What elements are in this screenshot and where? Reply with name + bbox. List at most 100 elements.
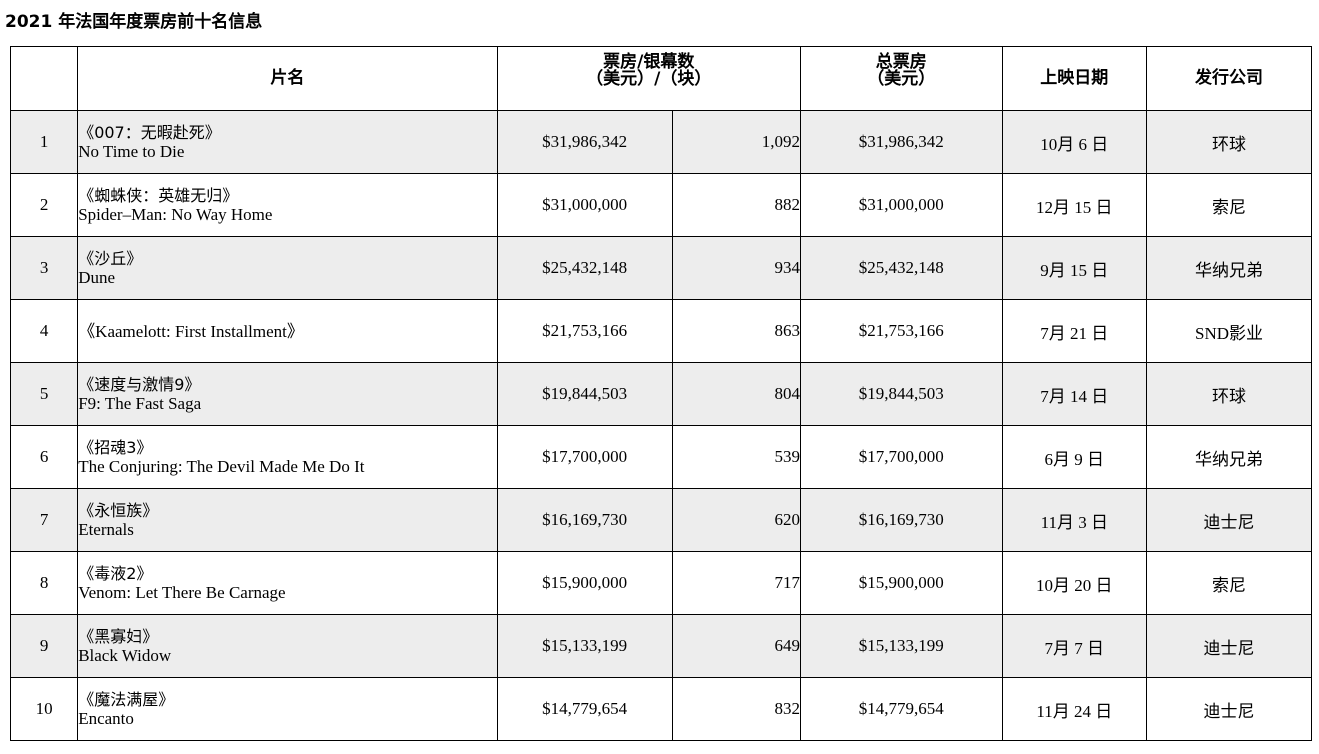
header-per-screen: 票房/银幕数 （美元）/（块）	[496, 46, 801, 111]
rank-cell: 7	[9, 488, 79, 552]
table-row: 3 《沙丘》 Dune $25,432,148 934 $25,432,148 …	[9, 236, 1312, 300]
box-office-cell: $19,844,503	[496, 362, 673, 426]
release-date-cell: 12月 15 日	[1001, 173, 1148, 237]
title-cell: 《魔法满屋》 Encanto	[77, 677, 498, 741]
rank-cell: 4	[9, 299, 79, 363]
title-zh: 《沙丘》	[78, 249, 143, 268]
rank-cell: 9	[9, 614, 79, 678]
box-office-cell: $31,000,000	[496, 173, 673, 237]
title-cell: 《永恒族》 Eternals	[77, 488, 498, 552]
total-cell: $15,133,199	[799, 614, 1003, 678]
box-office-cell: $15,133,199	[496, 614, 673, 678]
total-cell: $21,753,166	[799, 299, 1003, 363]
header-total-line1: 总票房	[875, 51, 927, 72]
screens-cell: 882	[671, 173, 801, 237]
screens-cell: 649	[671, 614, 801, 678]
box-office-cell: $21,753,166	[496, 299, 673, 363]
distributor-cell: 迪士尼	[1146, 614, 1312, 678]
total-cell: $16,169,730	[799, 488, 1003, 552]
table-row: 9 《黑寡妇》 Black Widow $15,133,199 649 $15,…	[9, 614, 1312, 678]
header-row: 片名 票房/银幕数 （美元）/（块） 总票房 （美元） 上映日期 发行公司	[9, 46, 1312, 111]
screens-cell: 934	[671, 236, 801, 300]
header-release-date: 上映日期	[1001, 46, 1148, 111]
title-en: Eternals	[78, 520, 134, 539]
table-row: 4 《Kaamelott: First Installment》 $21,753…	[9, 299, 1312, 363]
rank-cell: 3	[9, 236, 79, 300]
title-cell: 《毒液2》 Venom: Let There Be Carnage	[77, 551, 498, 615]
distributor-cell: 迪士尼	[1146, 488, 1312, 552]
distributor-cell: 迪士尼	[1146, 677, 1312, 741]
title-en: No Time to Die	[78, 142, 185, 161]
total-cell: $25,432,148	[799, 236, 1003, 300]
header-film: 片名	[77, 46, 498, 111]
title-single: 《Kaamelott: First Installment》	[78, 321, 304, 341]
total-cell: $17,700,000	[799, 425, 1003, 489]
table-row: 5 《速度与激情9》 F9: The Fast Saga $19,844,503…	[9, 362, 1312, 426]
title-zh: 《蜘蛛侠：英雄无归》	[78, 186, 239, 205]
release-date-cell: 10月 20 日	[1001, 551, 1148, 615]
total-cell: $31,000,000	[799, 173, 1003, 237]
distributor-cell: 环球	[1146, 362, 1312, 426]
title-cell: 《招魂3》 The Conjuring: The Devil Made Me D…	[77, 425, 498, 489]
title-zh: 《黑寡妇》	[78, 627, 159, 646]
distributor-cell: SND影业	[1146, 299, 1312, 363]
screens-cell: 832	[671, 677, 801, 741]
header-per-screen-line2: （美元）/（块）	[586, 68, 712, 89]
header-total: 总票房 （美元）	[799, 46, 1003, 111]
rank-cell: 1	[9, 110, 79, 174]
screens-cell: 620	[671, 488, 801, 552]
table-row: 8 《毒液2》 Venom: Let There Be Carnage $15,…	[9, 551, 1312, 615]
title-cell: 《速度与激情9》 F9: The Fast Saga	[77, 362, 498, 426]
total-cell: $15,900,000	[799, 551, 1003, 615]
title-en: Spider–Man: No Way Home	[78, 205, 273, 224]
box-office-cell: $25,432,148	[496, 236, 673, 300]
title-zh: 《魔法满屋》	[78, 690, 175, 709]
title-en: The Conjuring: The Devil Made Me Do It	[78, 457, 365, 476]
total-cell: $31,986,342	[799, 110, 1003, 174]
title-zh: 《007：无暇赴死》	[78, 123, 221, 142]
header-distributor: 发行公司	[1146, 46, 1312, 111]
rank-cell: 5	[9, 362, 79, 426]
screens-cell: 863	[671, 299, 801, 363]
title-en: Venom: Let There Be Carnage	[78, 583, 286, 602]
title-cell: 《007：无暇赴死》 No Time to Die	[77, 110, 498, 174]
title-cell: 《Kaamelott: First Installment》	[77, 299, 498, 363]
release-date-cell: 7月 21 日	[1001, 299, 1148, 363]
screens-cell: 539	[671, 425, 801, 489]
screens-cell: 804	[671, 362, 801, 426]
title-en: F9: The Fast Saga	[78, 394, 202, 413]
title-en: Encanto	[78, 709, 134, 728]
release-date-cell: 9月 15 日	[1001, 236, 1148, 300]
header-per-screen-line1: 票房/银幕数	[603, 51, 695, 72]
release-date-cell: 7月 7 日	[1001, 614, 1148, 678]
table-row: 10 《魔法满屋》 Encanto $14,779,654 832 $14,77…	[9, 677, 1312, 741]
title-en: Black Widow	[78, 646, 172, 665]
table-row: 7 《永恒族》 Eternals $16,169,730 620 $16,169…	[9, 488, 1312, 552]
distributor-cell: 索尼	[1146, 551, 1312, 615]
box-office-cell: $14,779,654	[496, 677, 673, 741]
rank-cell: 10	[9, 677, 79, 741]
distributor-cell: 华纳兄弟	[1146, 425, 1312, 489]
table-row: 6 《招魂3》 The Conjuring: The Devil Made Me…	[9, 425, 1312, 489]
total-cell: $14,779,654	[799, 677, 1003, 741]
title-en: Dune	[78, 268, 116, 287]
title-zh: 《毒液2》	[78, 564, 153, 583]
rank-cell: 6	[9, 425, 79, 489]
screens-cell: 717	[671, 551, 801, 615]
title-cell: 《沙丘》 Dune	[77, 236, 498, 300]
table-row: 2 《蜘蛛侠：英雄无归》 Spider–Man: No Way Home $31…	[9, 173, 1312, 237]
title-zh: 《招魂3》	[78, 438, 153, 457]
header-total-line2: （美元）	[867, 68, 936, 89]
total-cell: $19,844,503	[799, 362, 1003, 426]
title-cell: 《黑寡妇》 Black Widow	[77, 614, 498, 678]
box-office-cell: $16,169,730	[496, 488, 673, 552]
page-title: 2021 年法国年度票房前十名信息	[5, 12, 263, 32]
header-rank	[9, 46, 79, 111]
screens-cell: 1,092	[671, 110, 801, 174]
release-date-cell: 7月 14 日	[1001, 362, 1148, 426]
release-date-cell: 10月 6 日	[1001, 110, 1148, 174]
boxoffice-table: 片名 票房/银幕数 （美元）/（块） 总票房 （美元） 上映日期 发行公司 1 …	[9, 46, 1312, 741]
rank-cell: 8	[9, 551, 79, 615]
distributor-cell: 索尼	[1146, 173, 1312, 237]
table-row: 1 《007：无暇赴死》 No Time to Die $31,986,342 …	[9, 110, 1312, 174]
